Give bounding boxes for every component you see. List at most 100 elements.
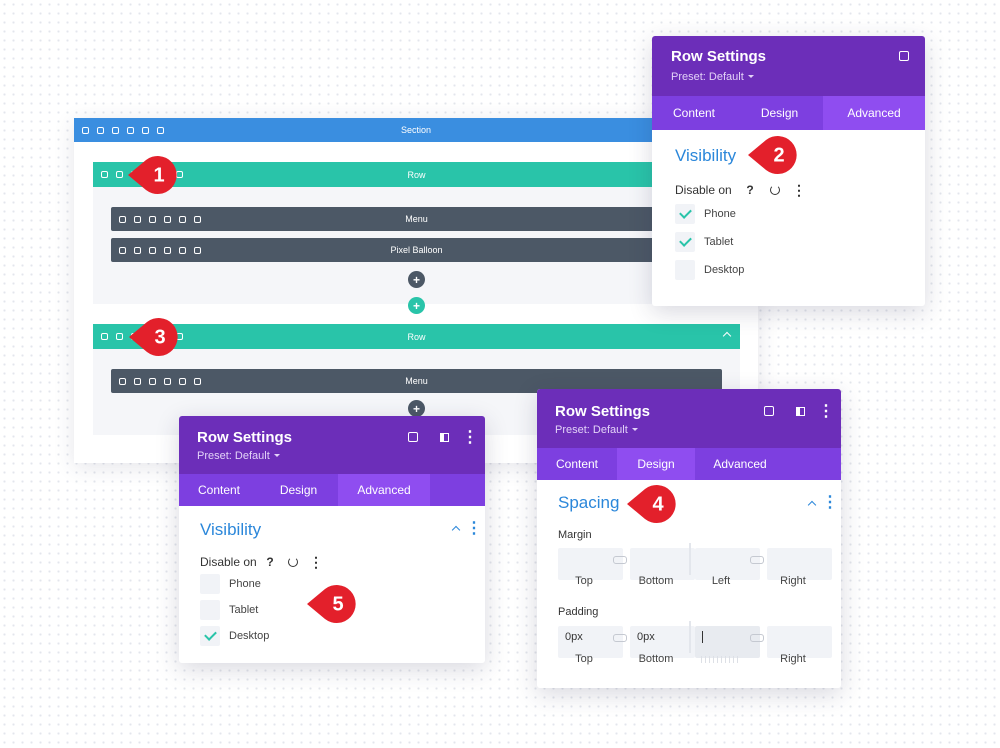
tab[interactable]: Content	[672, 106, 716, 120]
tool-icon[interactable]	[194, 215, 201, 223]
step-badge: 4	[627, 485, 676, 523]
option[interactable]: Phone	[200, 574, 261, 594]
tool-icon[interactable]	[142, 126, 149, 134]
split-icon[interactable]	[437, 430, 451, 444]
tool-icon[interactable]	[134, 215, 141, 223]
tab[interactable]: Content	[555, 457, 599, 471]
tab-bar: Content Design Advanced	[179, 474, 485, 506]
collapse-caret[interactable]	[451, 525, 461, 535]
split-icon[interactable]	[793, 404, 807, 418]
tool-icon[interactable]	[116, 171, 123, 178]
tool-icon[interactable]	[149, 377, 156, 385]
tab[interactable]: Design	[617, 448, 695, 480]
tool-icon[interactable]	[119, 377, 126, 385]
checkbox[interactable]	[675, 260, 695, 280]
module-bar[interactable]: Pixel Balloon	[111, 238, 722, 262]
option[interactable]: Tablet	[200, 600, 258, 620]
link-icon[interactable]	[750, 634, 764, 642]
tool-icon[interactable]	[119, 246, 126, 254]
row-bar[interactable]: Row	[93, 324, 740, 349]
input[interactable]	[630, 548, 695, 580]
tab[interactable]: Advanced	[713, 457, 767, 471]
tool-icon[interactable]	[82, 126, 89, 134]
add-module-button[interactable]: +	[408, 271, 425, 288]
reset-icon[interactable]	[768, 183, 782, 197]
tab[interactable]: Advanced	[823, 96, 925, 130]
tool-icon[interactable]	[134, 377, 141, 385]
panel-title: Row Settings	[197, 429, 293, 446]
link-icon[interactable]	[613, 556, 627, 564]
more-icon[interactable]: ⋮	[466, 520, 482, 537]
checkbox[interactable]	[200, 626, 220, 646]
more-icon[interactable]: ⋮	[822, 494, 838, 511]
row-bar[interactable]: Row	[93, 162, 740, 187]
collapse-caret[interactable]	[722, 331, 732, 341]
toolbar	[82, 118, 164, 142]
tool-icon[interactable]	[119, 215, 126, 223]
tool-icon[interactable]	[194, 246, 201, 254]
checkbox[interactable]	[200, 574, 220, 594]
tab-bar: Content Design Advanced	[652, 96, 925, 130]
tool-icon[interactable]	[164, 215, 171, 223]
checkbox[interactable]	[675, 232, 695, 252]
tool-icon[interactable]	[101, 333, 108, 340]
tab[interactable]: Content	[197, 483, 241, 497]
input[interactable]	[767, 626, 832, 658]
help-icon[interactable]: ?	[266, 555, 274, 569]
input[interactable]: 0px	[630, 626, 695, 658]
tool-icon[interactable]	[112, 126, 119, 134]
input[interactable]: 0px	[558, 626, 623, 658]
tool-icon[interactable]	[149, 215, 156, 223]
tool-icon[interactable]	[157, 126, 164, 134]
section-bar[interactable]: Section	[74, 118, 758, 142]
link-icon[interactable]	[750, 556, 764, 564]
tool-icon[interactable]	[164, 377, 171, 385]
input[interactable]	[767, 548, 832, 580]
tool-icon[interactable]	[97, 126, 104, 134]
more-icon[interactable]: ⋮	[792, 181, 806, 198]
tool-icon[interactable]	[127, 126, 134, 134]
help-icon[interactable]: ?	[746, 183, 754, 197]
tool-icon[interactable]	[164, 246, 171, 254]
module-bar[interactable]: Menu	[111, 207, 722, 231]
option-label: Desktop	[704, 264, 745, 276]
tab[interactable]: Design	[760, 106, 799, 120]
more-icon[interactable]: ⋮	[462, 429, 478, 446]
more-icon[interactable]: ⋮	[818, 403, 834, 420]
tool-icon[interactable]	[116, 333, 123, 340]
tool-icon[interactable]	[134, 246, 141, 254]
checkbox[interactable]	[200, 600, 220, 620]
tool-icon[interactable]	[179, 215, 186, 223]
cursor	[702, 631, 703, 643]
input[interactable]	[558, 548, 623, 580]
row-label: Row	[407, 331, 426, 342]
add-row-button[interactable]: +	[408, 297, 425, 314]
fullscreen-icon[interactable]	[897, 49, 911, 63]
collapse-caret[interactable]	[807, 500, 817, 510]
option[interactable]: Phone	[675, 204, 736, 224]
add-module-button[interactable]: +	[408, 400, 425, 417]
fullscreen-icon[interactable]	[762, 404, 776, 418]
reset-icon[interactable]	[286, 555, 300, 569]
option[interactable]: Desktop	[675, 260, 744, 280]
more-icon[interactable]: ⋮	[309, 553, 323, 570]
tool-icon[interactable]	[179, 377, 186, 385]
tool-icon[interactable]	[194, 377, 201, 385]
checkbox[interactable]	[675, 204, 695, 224]
preset[interactable]: Preset: Default	[671, 71, 754, 83]
preset[interactable]: Preset: Default	[555, 424, 638, 436]
step-badge: 3	[129, 318, 178, 356]
fullscreen-icon[interactable]	[406, 430, 420, 444]
preset[interactable]: Preset: Default	[197, 450, 280, 462]
tool-icon[interactable]	[101, 171, 108, 178]
input[interactable]	[695, 548, 760, 580]
tab[interactable]: Design	[279, 483, 318, 497]
option[interactable]: Tablet	[675, 232, 733, 252]
tool-icon[interactable]	[179, 246, 186, 254]
option[interactable]: Desktop	[200, 626, 269, 646]
link-icon[interactable]	[613, 634, 627, 642]
tool-icon[interactable]	[149, 246, 156, 254]
input[interactable]	[695, 626, 760, 658]
tab[interactable]: Advanced	[338, 474, 430, 506]
